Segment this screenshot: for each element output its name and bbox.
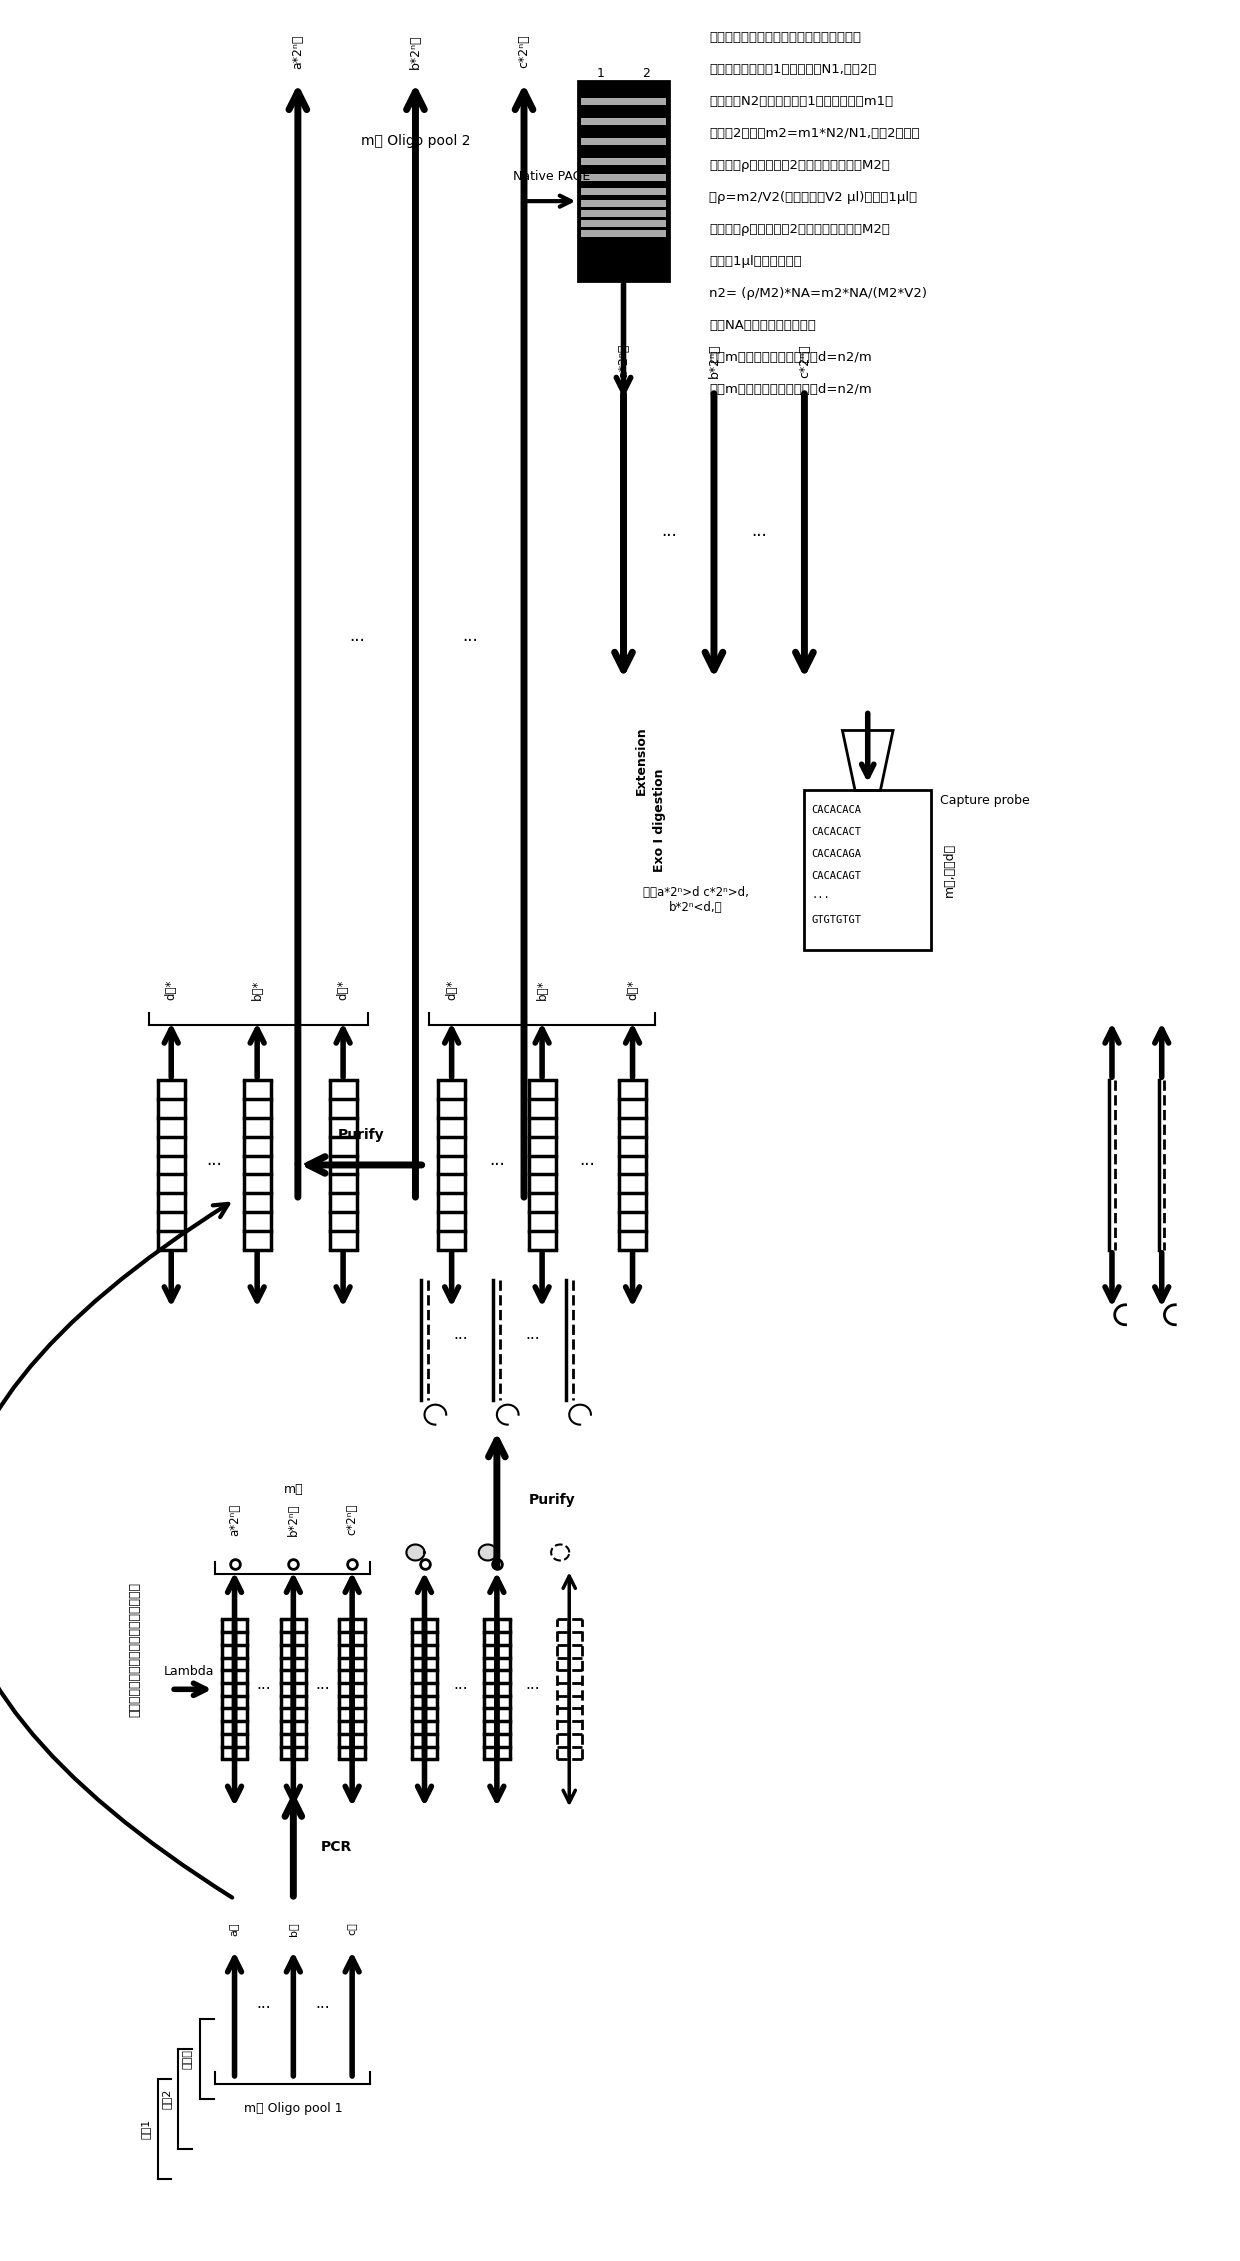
Text: ···: ··· <box>489 1155 505 1173</box>
Text: ···: ··· <box>257 2001 270 2017</box>
Text: 则样品2的质量m2=m1*N2/N1,样品2的浓度: 则样品2的质量m2=m1*N2/N1,样品2的浓度 <box>709 127 920 140</box>
Text: 均分子数。如孔道1的灰度值为N1,孔道2的: 均分子数。如孔道1的灰度值为N1,孔道2的 <box>709 63 877 77</box>
Text: b*2ⁿ条: b*2ⁿ条 <box>708 344 720 378</box>
Text: ···: ··· <box>461 631 477 649</box>
Text: ···: ··· <box>348 631 365 649</box>
Text: ···: ··· <box>257 1682 270 1696</box>
Text: a*2ⁿ条: a*2ⁿ条 <box>618 344 630 378</box>
Text: c*2ⁿ条: c*2ⁿ条 <box>797 344 811 378</box>
Text: ···: ··· <box>454 1682 467 1696</box>
Text: a条: a条 <box>229 1922 239 1935</box>
Text: ···: ··· <box>526 1332 541 1348</box>
Text: a*2ⁿ条: a*2ⁿ条 <box>291 34 304 68</box>
Text: ···: ··· <box>291 1155 308 1173</box>
Bar <box>582 138 666 145</box>
Text: m种: m种 <box>284 1483 303 1497</box>
Text: a*2ⁿ条: a*2ⁿ条 <box>228 1504 241 1535</box>
Text: ···: ··· <box>454 1332 467 1348</box>
Text: 可以循环多次，每次循环都使其更为均一: 可以循环多次，每次循环都使其更为均一 <box>129 1583 141 1716</box>
Text: ···: ··· <box>661 527 677 545</box>
Text: GTGTGTGT: GTGTGTGT <box>812 916 862 925</box>
Text: 通过灰度分析标准物与目标样品，计算出平: 通过灰度分析标准物与目标样品，计算出平 <box>709 32 862 45</box>
Text: 的质量为ρ，已知样品2的相对分子质量为M2，: 的质量为ρ，已知样品2的相对分子质量为M2， <box>709 224 890 235</box>
Bar <box>582 231 666 237</box>
Text: Native PAGE: Native PAGE <box>512 170 590 183</box>
Text: Extension: Extension <box>635 726 649 796</box>
Bar <box>582 219 666 226</box>
Bar <box>582 158 666 165</box>
Text: 其中NA为阿伏伽德罗常数，: 其中NA为阿伏伽德罗常数， <box>709 319 816 332</box>
Text: 1: 1 <box>596 68 605 79</box>
Polygon shape <box>479 1544 497 1560</box>
Bar <box>582 174 666 181</box>
Bar <box>582 201 666 208</box>
Text: d条*: d条* <box>445 979 458 999</box>
Text: 若有m种分子，则平均分子数d=n2/m: 若有m种分子，则平均分子数d=n2/m <box>709 350 872 364</box>
Text: ···: ··· <box>315 1682 330 1696</box>
Text: 引物2: 引物2 <box>161 2089 171 2110</box>
Text: c*2ⁿ条: c*2ⁿ条 <box>517 34 531 68</box>
Text: CACACAGT: CACACAGT <box>812 870 862 882</box>
Text: 发度值为ρ，已知样品2的相对分子质量为M2，: 发度值为ρ，已知样品2的相对分子质量为M2， <box>709 158 890 172</box>
Text: CACACACA: CACACACA <box>812 805 862 816</box>
Polygon shape <box>407 1544 424 1560</box>
Text: b条: b条 <box>289 1922 299 1935</box>
Text: Lambda: Lambda <box>164 1664 215 1678</box>
Text: c*2ⁿ条: c*2ⁿ条 <box>346 1504 358 1535</box>
Text: m种 Oligo pool 1: m种 Oligo pool 1 <box>244 2103 342 2116</box>
Text: Purify: Purify <box>528 1492 575 1506</box>
Bar <box>582 97 666 106</box>
Text: Capture probe: Capture probe <box>940 794 1030 807</box>
Text: 2: 2 <box>642 68 650 79</box>
Text: m种,每种d条: m种,每种d条 <box>942 843 956 898</box>
Text: 引物1: 引物1 <box>141 2119 151 2139</box>
Text: n2= (ρ/M2)*NA=m2*NA/(M2*V2): n2= (ρ/M2)*NA=m2*NA/(M2*V2) <box>709 287 928 301</box>
Text: c条: c条 <box>347 1922 357 1935</box>
Bar <box>805 791 931 950</box>
Text: 若有m种分子，则平均分子数d=n2/m: 若有m种分子，则平均分子数d=n2/m <box>709 382 872 396</box>
Text: 灰度值为N2，并已知孔道1的样品质量为m1。: 灰度值为N2，并已知孔道1的样品质量为m1。 <box>709 95 894 109</box>
Text: PCR: PCR <box>320 1840 352 1854</box>
Bar <box>582 210 666 217</box>
Text: b条*: b条* <box>536 979 548 999</box>
Text: ···: ··· <box>579 1155 595 1173</box>
Text: ···: ··· <box>751 527 768 545</box>
Text: ···: ··· <box>812 893 831 904</box>
Bar <box>582 188 666 194</box>
Text: ···: ··· <box>315 2001 330 2017</box>
Text: b*2ⁿ条: b*2ⁿ条 <box>409 34 422 68</box>
Text: 那么在1μl中总分子数为: 那么在1μl中总分子数为 <box>709 255 802 269</box>
Text: b条*: b条* <box>250 979 264 999</box>
Text: 为ρ=m2/V2(上样体积为V2 μl)。则在1μl中: 为ρ=m2/V2(上样体积为V2 μl)。则在1μl中 <box>709 192 918 203</box>
Bar <box>578 81 668 280</box>
Text: m种 Oligo pool 2: m种 Oligo pool 2 <box>361 133 470 149</box>
Text: ···: ··· <box>526 1682 541 1696</box>
Polygon shape <box>842 730 893 791</box>
Text: Exo I digestion: Exo I digestion <box>653 769 666 873</box>
Bar <box>582 118 666 124</box>
Text: Purify: Purify <box>337 1128 384 1142</box>
Text: d条*: d条* <box>626 979 639 999</box>
Text: 假设a*2ⁿ>d c*2ⁿ>d,
b*2ⁿ<d,则: 假设a*2ⁿ>d c*2ⁿ>d, b*2ⁿ<d,则 <box>642 886 749 913</box>
Text: 条形码: 条形码 <box>182 2048 192 2069</box>
Text: b*2ⁿ条: b*2ⁿ条 <box>286 1504 300 1535</box>
Text: d条*: d条* <box>165 979 177 999</box>
Text: ···: ··· <box>206 1155 222 1173</box>
Text: CACACACT: CACACACT <box>812 828 862 837</box>
Text: d条*: d条* <box>336 979 350 999</box>
Text: CACACAGA: CACACAGA <box>812 850 862 859</box>
